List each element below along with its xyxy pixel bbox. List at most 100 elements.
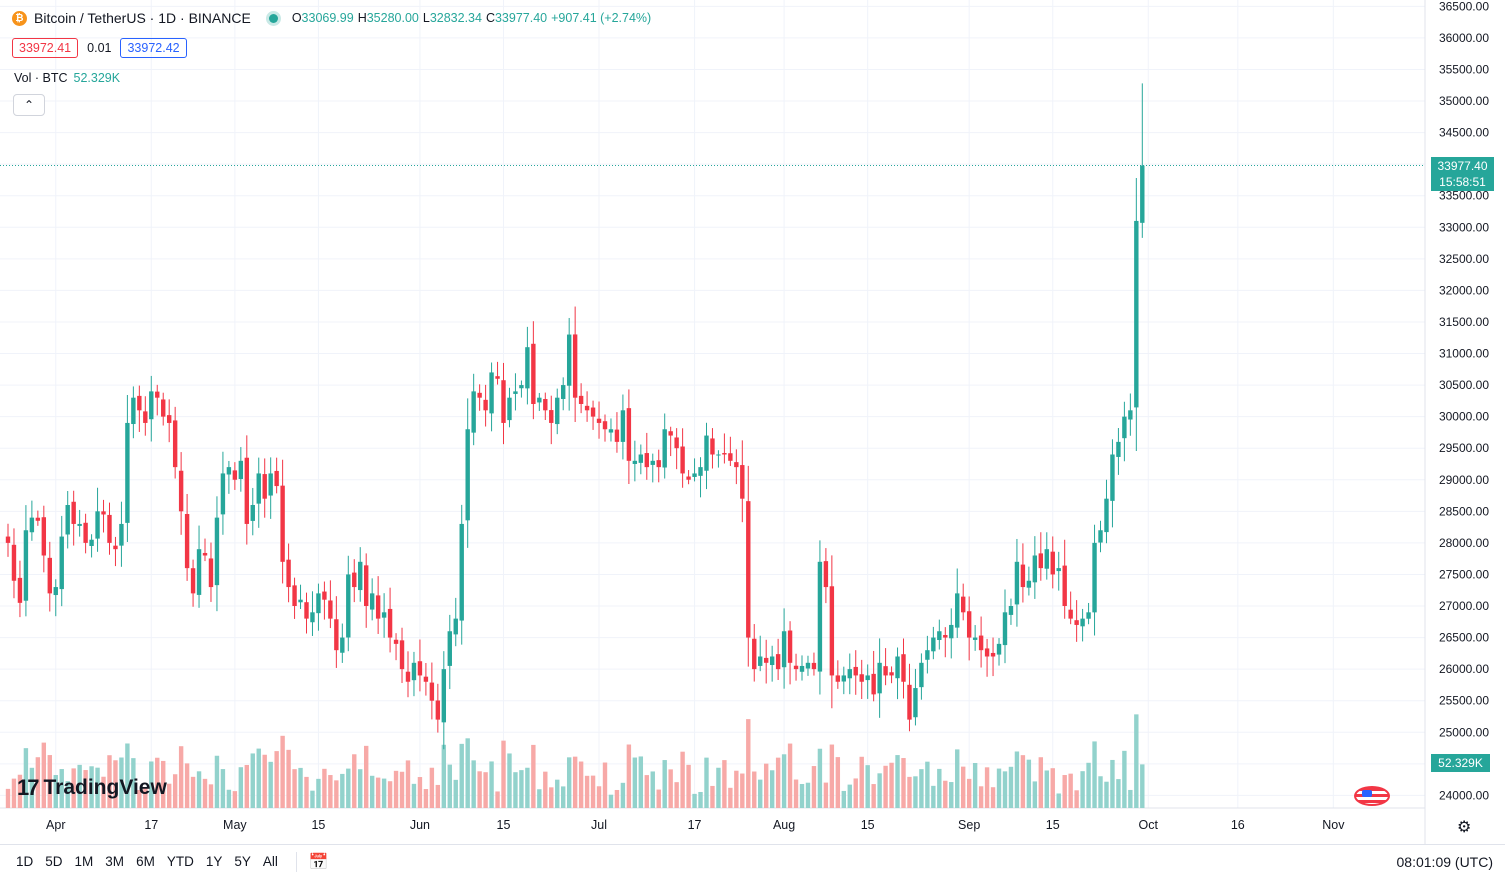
candle-body [763,657,769,663]
volume-bar [990,787,996,808]
range-1y-button[interactable]: 1Y [205,854,223,869]
volume-bar [1068,773,1073,808]
candle-body [781,631,787,668]
x-tick-label: 17 [144,818,158,832]
y-tick-label: 26000.00 [1439,662,1489,676]
candle-body [1056,568,1061,572]
volume-bar [471,760,476,808]
volume-bar [722,760,727,808]
volume-bar [961,766,966,808]
volume-bar [734,770,739,808]
x-tick-label: 15 [311,818,325,832]
candle-body [632,460,638,464]
range-3m-button[interactable]: 3M [105,854,125,869]
ohlc-low: L32832.34 [422,11,482,25]
candle-body [149,391,154,420]
candle-body [238,460,244,479]
candle-body [638,454,644,463]
calendar-goto-icon[interactable]: 📅 [308,853,329,871]
buy-price-button[interactable]: 33972.42 [120,38,187,58]
y-tick-label: 33500.00 [1439,189,1489,203]
candle-body [966,611,972,638]
tradingview-logo[interactable]: 17 TradingView [17,775,167,801]
candle-body [943,635,948,638]
us-flag-icon[interactable] [1354,786,1390,806]
volume-bar [1098,776,1103,808]
volume-bar [805,782,811,808]
candle-body [656,460,661,468]
volume-bar [1014,751,1020,808]
candle-body [1062,565,1067,606]
toolbar-divider [295,851,297,872]
volume-bar [65,781,70,808]
y-tick-label: 28000.00 [1439,536,1489,550]
candle-body [620,410,626,442]
candle-body [817,561,823,672]
candle-body [853,666,858,676]
volume-bar [704,757,709,808]
volume-bar [543,771,548,808]
candle-body [775,654,781,670]
volume-bar [746,719,751,808]
chart-area[interactable]: 24000.0024500.0025000.0025500.0026000.00… [0,0,1505,845]
volume-bar [77,764,82,808]
bitcoin-icon: ₿ [12,10,27,26]
candle-body [1050,551,1055,575]
volume-bar [1050,768,1055,808]
volume-bar [984,767,990,808]
x-tick-label: Apr [46,818,65,832]
candle-body [1014,561,1020,605]
range-all-button[interactable]: All [262,854,278,869]
candle-body [453,618,458,635]
range-1d-button[interactable]: 1D [16,854,34,869]
candle-body [190,568,196,594]
range-6m-button[interactable]: 6M [136,854,155,869]
volume-bar [561,786,566,808]
x-tick-label: May [223,818,247,832]
candle-body [310,612,315,623]
candle-body [883,666,888,676]
candle-body [459,523,464,621]
candle-body [65,505,70,535]
utc-clock[interactable]: 08:01:09 (UTC) [1396,853,1493,870]
candle-body [113,545,118,550]
candle-body [268,473,273,496]
x-tick-label: 15 [497,818,511,832]
axis-settings-gear-icon[interactable]: ⚙ [1457,819,1472,836]
candle-body [477,392,482,398]
candle-body [71,501,76,524]
candle-body [316,593,321,614]
collapse-legend-button[interactable]: ⌃ [13,94,45,116]
ohlc-change: +907.41 (+2.74%) [551,11,652,25]
candle-body [519,385,524,389]
volume-bar [662,760,667,808]
range-5d-button[interactable]: 5D [45,854,63,869]
candle-body [1008,606,1014,615]
candle-body [17,577,23,603]
y-tick-label: 28500.00 [1439,504,1489,518]
volume-bar [931,785,936,808]
sell-price-button[interactable]: 33972.41 [12,38,79,58]
candle-body [680,446,685,474]
symbol-title[interactable]: Bitcoin / TetherUS · 1D · BINANCE [34,10,251,26]
candle-body [232,470,238,480]
range-ytd-button[interactable]: YTD [166,854,194,869]
y-tick-label: 36000.00 [1439,31,1489,45]
candle-body [835,675,841,682]
candle-body [531,343,536,404]
x-tick-label: Jul [591,818,607,832]
volume-bar [202,778,208,808]
candle-body [387,608,393,638]
candle-body [823,561,829,588]
volume-bar [972,762,978,808]
candle-body [471,391,476,433]
range-5y-button[interactable]: 5Y [234,854,251,869]
candle-body [77,523,82,526]
y-tick-label: 35000.00 [1439,94,1489,108]
range-1m-button[interactable]: 1M [74,854,94,869]
candle-body [375,595,381,619]
volume-bar [161,760,166,808]
volume-price-tag: 52.329K [1431,754,1490,772]
symbol-legend: ₿ Bitcoin / TetherUS · 1D · BINANCE O330… [12,10,655,26]
candle-body [895,656,900,679]
